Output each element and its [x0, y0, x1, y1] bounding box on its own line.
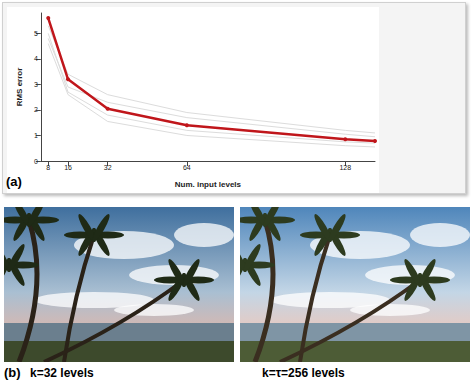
svg-text:8: 8: [46, 164, 50, 171]
html-text:k=τ=256 levels: k=τ=256 levels: [262, 366, 345, 380]
svg-text:16: 16: [64, 164, 72, 171]
svg-text:3: 3: [34, 81, 38, 88]
svg-text:1: 1: [34, 132, 38, 139]
svg-text:2: 2: [34, 106, 38, 113]
html-text:(a): (a): [6, 174, 22, 189]
html-text:(b): (b): [4, 365, 21, 380]
svg-text:0: 0: [34, 158, 38, 165]
svg-text:RMS error: RMS error: [15, 68, 24, 107]
svg-text:4: 4: [34, 55, 38, 62]
svg-text:5: 5: [34, 30, 38, 37]
html-text:k=32 levels: k=32 levels: [30, 366, 94, 380]
svg-text:64: 64: [183, 164, 191, 171]
svg-text:128: 128: [339, 164, 351, 171]
svg-text:Num. input levels: Num. input levels: [175, 180, 242, 189]
svg-text:32: 32: [104, 164, 112, 171]
